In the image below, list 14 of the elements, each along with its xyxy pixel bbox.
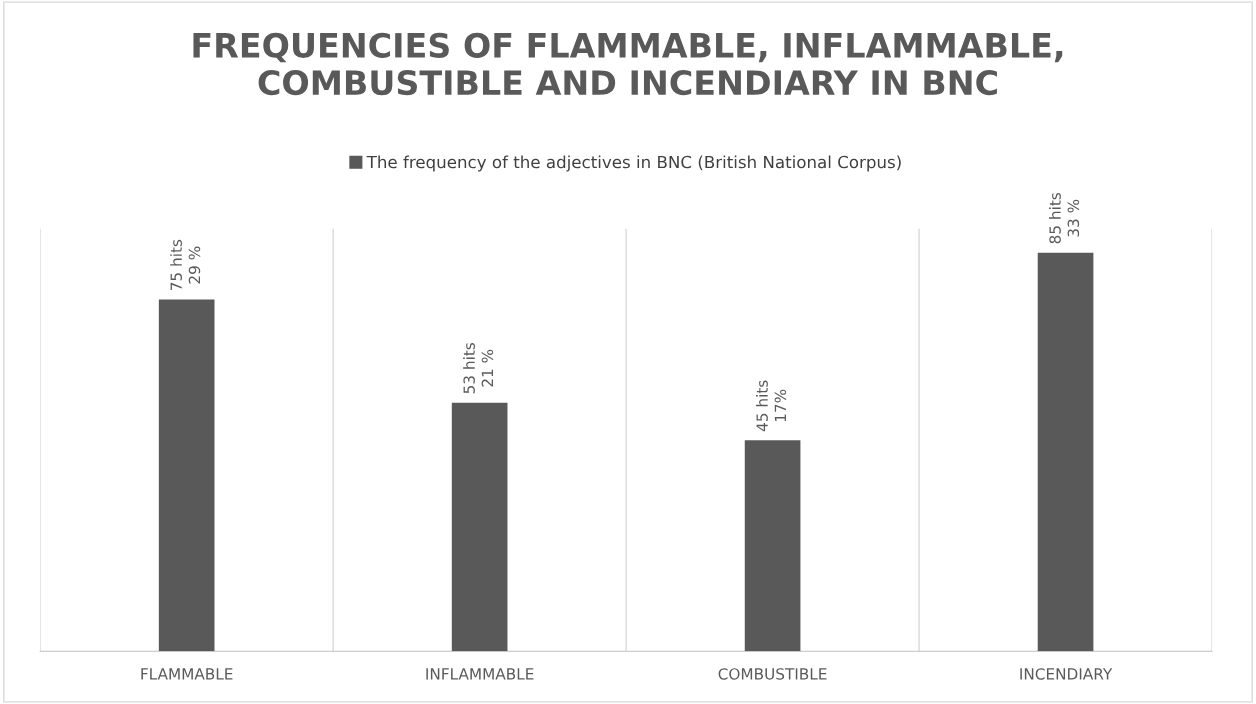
bar [451, 402, 508, 652]
x-tick-label: INCENDIARY [1020, 668, 1113, 680]
data-label: 85 hits 33 % [1049, 192, 1080, 244]
bar [158, 299, 215, 652]
x-tick-label: COMBUSTIBLE [718, 668, 827, 680]
data-label: 45 hits 17% [756, 380, 787, 432]
data-label: 75 hits 29 % [170, 239, 201, 290]
legend-label: The frequency of the adjectives in BNC (British National Corpus) [366, 155, 901, 172]
bar [744, 440, 801, 652]
data-label: 53 hits 21 % [463, 342, 494, 394]
bar [1037, 252, 1094, 652]
x-tick-label: FLAMMABLE [141, 668, 233, 680]
x-tick-label: INFLAMMABLE [426, 668, 534, 680]
chart-title: FREQUENCIES OF FLAMMABLE, INFLAMMABLE, COMBUSTIBLE AND INCENDIARY IN BNC [193, 32, 1063, 96]
